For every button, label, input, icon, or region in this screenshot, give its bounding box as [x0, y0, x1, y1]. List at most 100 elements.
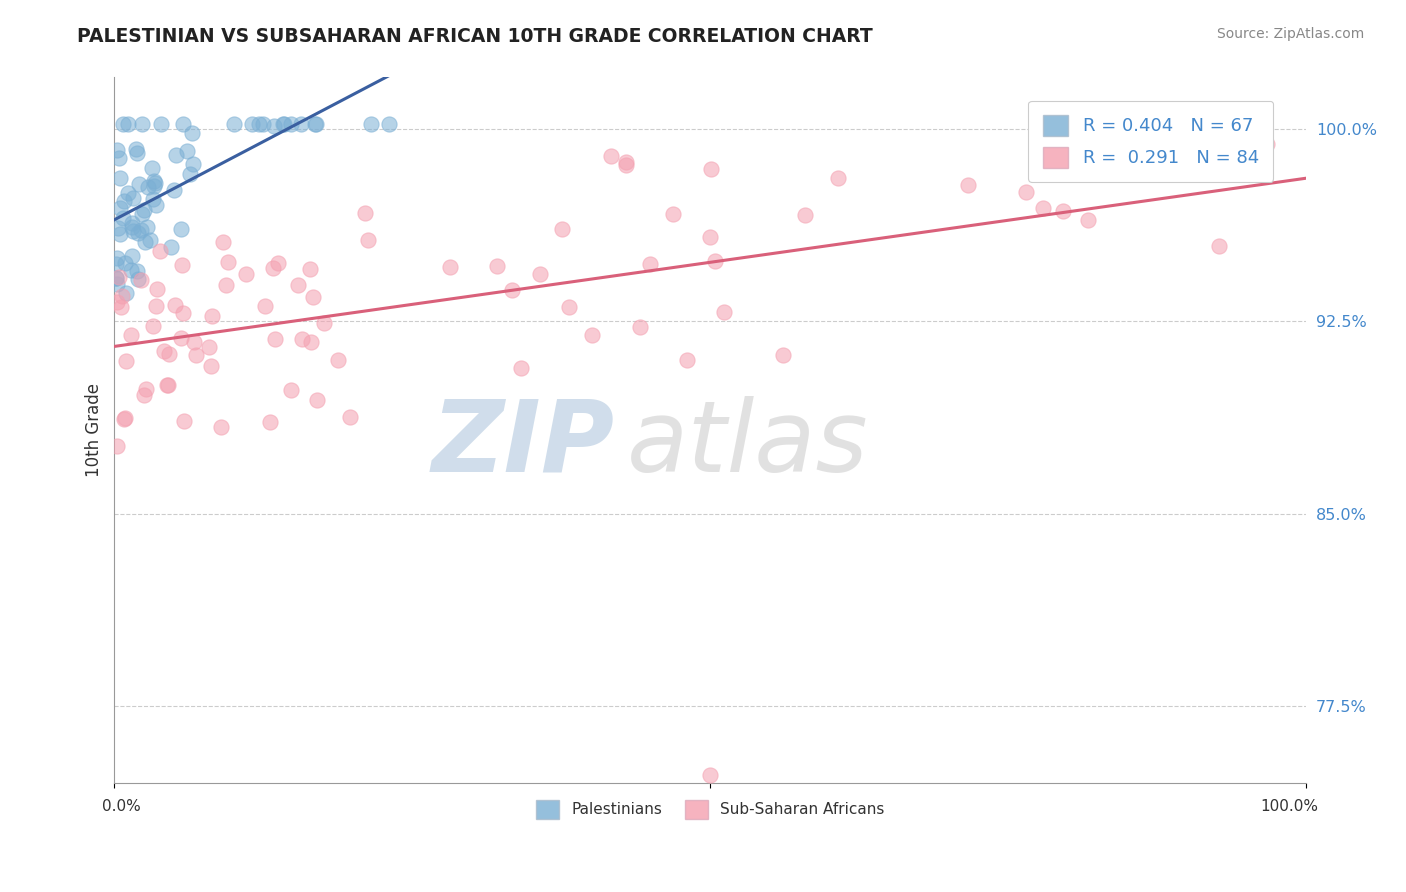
Point	[143, 174, 166, 188]
Point	[280, 383, 302, 397]
Point	[212, 235, 235, 250]
Point	[122, 190, 145, 204]
Point	[111, 289, 134, 303]
Point	[142, 178, 165, 193]
Point	[179, 167, 201, 181]
Point	[107, 221, 129, 235]
Point	[184, 348, 207, 362]
Point	[163, 298, 186, 312]
Point	[699, 229, 721, 244]
Point	[173, 414, 195, 428]
Point	[104, 270, 127, 285]
Point	[160, 240, 183, 254]
Point	[111, 117, 134, 131]
Point	[145, 282, 167, 296]
Point	[339, 409, 361, 424]
Point	[253, 299, 276, 313]
Point	[108, 151, 131, 165]
Point	[247, 117, 270, 131]
Point	[529, 267, 551, 281]
Point	[700, 161, 723, 176]
Point	[699, 768, 721, 782]
Point	[149, 244, 172, 259]
Point	[125, 263, 148, 277]
Point	[360, 117, 382, 131]
Text: 100.0%: 100.0%	[1260, 799, 1319, 814]
Legend: Palestinians, Sub-Saharan Africans: Palestinians, Sub-Saharan Africans	[530, 794, 890, 825]
Point	[142, 318, 165, 333]
Point	[628, 320, 651, 334]
Point	[262, 261, 284, 276]
Point	[252, 117, 274, 131]
Point	[114, 256, 136, 270]
Point	[134, 202, 156, 217]
Point	[581, 328, 603, 343]
Point	[105, 251, 128, 265]
Point	[299, 334, 322, 349]
Point	[180, 126, 202, 140]
Point	[599, 149, 621, 163]
Point	[1052, 203, 1074, 218]
Point	[127, 271, 149, 285]
Point	[104, 271, 127, 285]
Point	[198, 339, 221, 353]
Point	[129, 273, 152, 287]
Point	[112, 412, 135, 426]
Point	[145, 299, 167, 313]
Point	[353, 206, 375, 220]
Point	[662, 207, 685, 221]
Point	[131, 117, 153, 131]
Point	[299, 262, 322, 277]
Point	[305, 117, 328, 131]
Point	[120, 263, 142, 277]
Point	[794, 209, 817, 223]
Point	[129, 223, 152, 237]
Point	[1256, 137, 1278, 152]
Point	[105, 277, 128, 291]
Point	[181, 157, 204, 171]
Point	[156, 378, 179, 392]
Point	[172, 258, 194, 272]
Point	[176, 144, 198, 158]
Point	[614, 155, 637, 169]
Point	[485, 259, 508, 273]
Point	[105, 144, 128, 158]
Point	[305, 392, 328, 407]
Point	[703, 254, 725, 268]
Point	[183, 334, 205, 349]
Point	[273, 117, 295, 131]
Point	[138, 233, 160, 247]
Point	[135, 382, 157, 396]
Point	[121, 220, 143, 235]
Text: PALESTINIAN VS SUBSAHARAN AFRICAN 10TH GRADE CORRELATION CHART: PALESTINIAN VS SUBSAHARAN AFRICAN 10TH G…	[77, 27, 873, 45]
Point	[136, 220, 159, 235]
Point	[1032, 201, 1054, 215]
Point	[105, 295, 128, 310]
Point	[122, 224, 145, 238]
Text: 0.0%: 0.0%	[103, 799, 141, 814]
Point	[117, 117, 139, 131]
Point	[128, 177, 150, 191]
Point	[170, 331, 193, 345]
Point	[439, 260, 461, 274]
Point	[510, 360, 533, 375]
Point	[141, 161, 163, 175]
Point	[259, 415, 281, 429]
Text: Source: ZipAtlas.com: Source: ZipAtlas.com	[1216, 27, 1364, 41]
Point	[1015, 186, 1038, 200]
Point	[328, 353, 350, 368]
Point	[1083, 153, 1105, 167]
Point	[218, 254, 240, 268]
Point	[200, 359, 222, 373]
Point	[271, 117, 294, 131]
Point	[172, 117, 194, 131]
Point	[132, 387, 155, 401]
Point	[143, 176, 166, 190]
Point	[378, 117, 401, 131]
Point	[108, 227, 131, 242]
Point	[557, 300, 579, 314]
Point	[111, 211, 134, 225]
Point	[214, 278, 236, 293]
Point	[501, 283, 523, 297]
Point	[169, 222, 191, 236]
